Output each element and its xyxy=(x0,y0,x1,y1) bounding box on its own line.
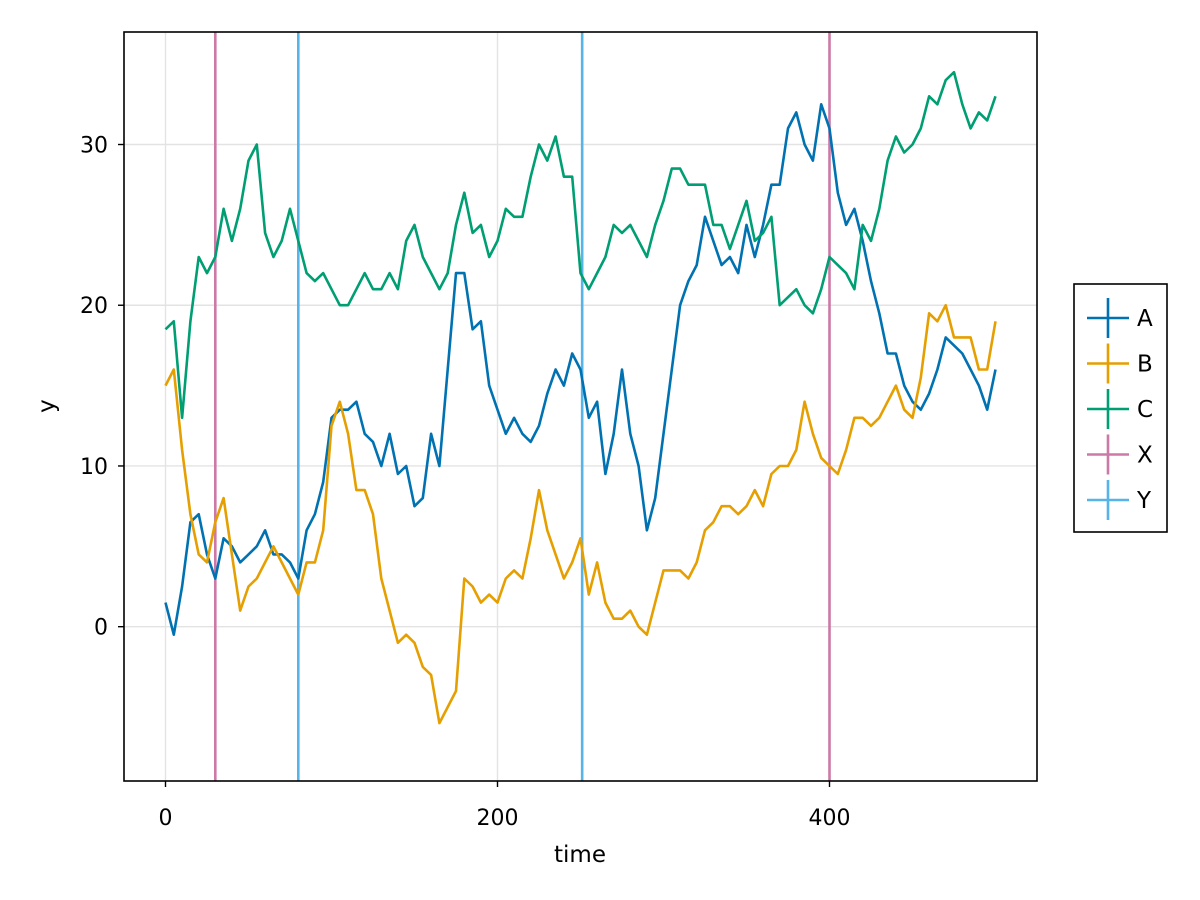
legend-label: C xyxy=(1137,397,1153,423)
legend-label: Y xyxy=(1136,488,1152,514)
legend-item-y: Y xyxy=(1087,480,1152,520)
legend-label: X xyxy=(1137,443,1153,469)
y-tick-label: 10 xyxy=(80,455,108,480)
series-line-a xyxy=(164,103,997,637)
series-line-c xyxy=(164,70,997,420)
y-tick-label: 30 xyxy=(80,134,108,159)
x-tick-label: 400 xyxy=(809,806,851,831)
x-axis-ticks: 0 200 400 xyxy=(159,781,851,831)
legend-item-c: C xyxy=(1087,389,1153,429)
legend-item-b: B xyxy=(1087,343,1153,384)
x-tick-label: 0 xyxy=(159,806,173,831)
y-axis-ticks: 0 10 20 30 xyxy=(80,134,124,641)
y-tick-label: 20 xyxy=(80,294,108,319)
plot-frame xyxy=(123,31,1038,782)
series-lines xyxy=(164,70,997,725)
x-axis-label: time xyxy=(554,842,606,868)
y-tick-label: 0 xyxy=(94,616,108,641)
y-axis-label: y xyxy=(34,399,60,413)
series-line-b xyxy=(164,303,997,725)
legend-label: A xyxy=(1137,306,1153,332)
legend-item-x: X xyxy=(1087,434,1153,475)
legend-label: B xyxy=(1137,352,1153,378)
legend-item-a: A xyxy=(1087,298,1153,338)
vertical-lines xyxy=(214,32,831,781)
x-tick-label: 200 xyxy=(477,806,519,831)
